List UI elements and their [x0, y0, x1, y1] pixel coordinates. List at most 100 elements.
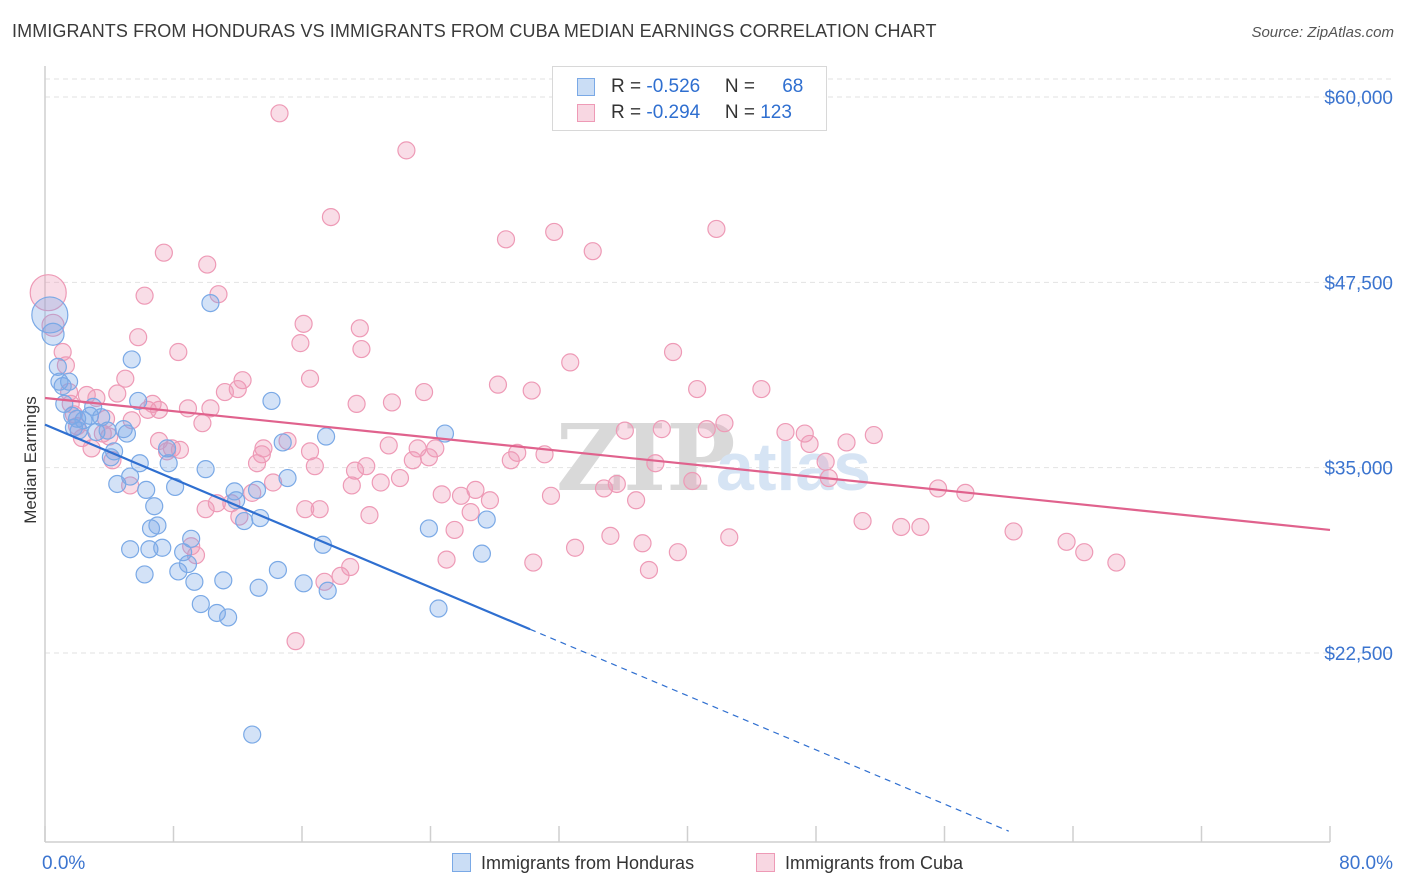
- honduras-point: [137, 480, 156, 500]
- cuba-point: [626, 491, 646, 510]
- honduras-point: [48, 357, 67, 376]
- cuba-point: [198, 255, 217, 274]
- cuba-point: [296, 500, 315, 519]
- cuba-point: [461, 503, 480, 522]
- cuba-point: [752, 379, 771, 399]
- cuba-point: [707, 219, 726, 239]
- honduras-point: [235, 511, 254, 531]
- trend-line-honduras-extension: [529, 628, 1009, 832]
- cuba-point: [688, 379, 707, 399]
- honduras-point: [182, 529, 201, 548]
- honduras-point: [121, 467, 140, 486]
- cuba-point: [561, 353, 580, 372]
- cuba-point: [379, 436, 398, 455]
- cuba-point: [466, 480, 485, 500]
- cuba-point: [488, 375, 508, 394]
- y-tick-label: $22,500: [1324, 644, 1393, 665]
- honduras-point: [262, 391, 281, 411]
- legend-swatch-cuba: [577, 104, 595, 122]
- honduras-point: [278, 468, 297, 488]
- cuba-point: [565, 538, 585, 557]
- cuba-point: [193, 414, 212, 433]
- x-tick-label: 80.0%: [1339, 853, 1393, 874]
- legend-r-label: R =: [611, 76, 647, 97]
- honduras-point: [41, 322, 65, 346]
- cuba-point: [169, 342, 188, 362]
- y-axis-label: Median Earnings: [21, 396, 40, 524]
- honduras-point: [207, 603, 226, 623]
- cuba-point: [480, 491, 500, 510]
- cuba-point: [263, 473, 283, 492]
- cuba-point: [342, 476, 361, 495]
- bottom-legend-honduras: Immigrants from Honduras: [452, 853, 694, 874]
- cuba-point: [1107, 553, 1126, 572]
- cuba-point: [270, 104, 289, 123]
- honduras-point: [214, 571, 233, 590]
- cuba-point: [116, 369, 135, 388]
- cuba-point: [652, 420, 671, 439]
- honduras-point: [59, 372, 79, 391]
- honduras-point: [135, 565, 154, 584]
- cuba-point: [347, 394, 366, 414]
- y-tick-label: $35,000: [1324, 459, 1393, 480]
- cuba-point: [795, 424, 814, 443]
- honduras-point: [316, 427, 336, 446]
- bottom-legend-swatch-honduras: [452, 853, 471, 872]
- cuba-point: [800, 434, 819, 454]
- honduras-point: [419, 519, 438, 538]
- axis-labels: $22,500 $35,000 $47,500 $60,000 0.0% 80.0% Med…: [21, 88, 1393, 874]
- honduras-point: [174, 543, 193, 562]
- cuba-point: [321, 207, 341, 227]
- cuba-point: [196, 500, 215, 519]
- honduras-point: [129, 391, 148, 411]
- honduras-point: [157, 439, 177, 458]
- cuba-point: [837, 433, 856, 452]
- cuba-point: [419, 448, 438, 467]
- cuba-point: [426, 439, 445, 458]
- legend-n-label: N =: [724, 76, 761, 97]
- cuba-point: [243, 483, 262, 502]
- cuba-point: [541, 486, 561, 505]
- honduras-point: [31, 296, 69, 334]
- cuba-point: [864, 425, 883, 445]
- cuba-point: [508, 443, 527, 462]
- honduras-point: [117, 424, 137, 443]
- source-label: Source: ZipAtlas.com: [1251, 24, 1394, 41]
- cuba-point: [545, 222, 564, 242]
- cuba-point: [233, 371, 252, 390]
- cuba-point: [697, 420, 716, 439]
- cuba-point: [668, 543, 687, 562]
- series-honduras-points: [31, 293, 496, 744]
- cuba-point: [228, 379, 247, 399]
- cuba-point: [663, 342, 683, 362]
- chart-title: IMMIGRANTS FROM HONDURAS VS IMMIGRANTS F…: [12, 21, 937, 41]
- cuba-point: [501, 451, 520, 470]
- trend-line-honduras: [44, 423, 531, 631]
- axes: [44, 66, 1331, 843]
- cuba-point: [414, 382, 434, 402]
- cuba-point: [382, 393, 402, 412]
- cuba-point: [350, 319, 369, 338]
- honduras-point: [98, 421, 117, 440]
- cuba-point: [341, 557, 360, 577]
- legend-n-value: 68: [782, 76, 804, 97]
- cuba-point: [1075, 543, 1094, 562]
- cuba-point: [683, 471, 702, 491]
- cuba-point: [432, 485, 451, 504]
- cuba-point: [601, 526, 620, 545]
- cuba-point: [911, 517, 930, 537]
- cuba-point: [129, 328, 148, 347]
- cuba-point: [254, 439, 273, 458]
- y-tick-label: $47,500: [1324, 273, 1393, 294]
- cuba-point: [639, 560, 659, 580]
- cuba-point: [371, 473, 390, 492]
- cuba-point: [437, 550, 456, 569]
- cuba-point: [294, 314, 313, 333]
- cuba-point: [360, 506, 379, 525]
- honduras-point: [169, 562, 188, 581]
- cuba-point: [892, 517, 911, 537]
- cuba-point: [607, 474, 626, 494]
- cuba-point: [445, 520, 464, 540]
- bottom-legend-label-honduras: Immigrants from Honduras: [481, 853, 695, 873]
- cuba-point: [305, 457, 324, 476]
